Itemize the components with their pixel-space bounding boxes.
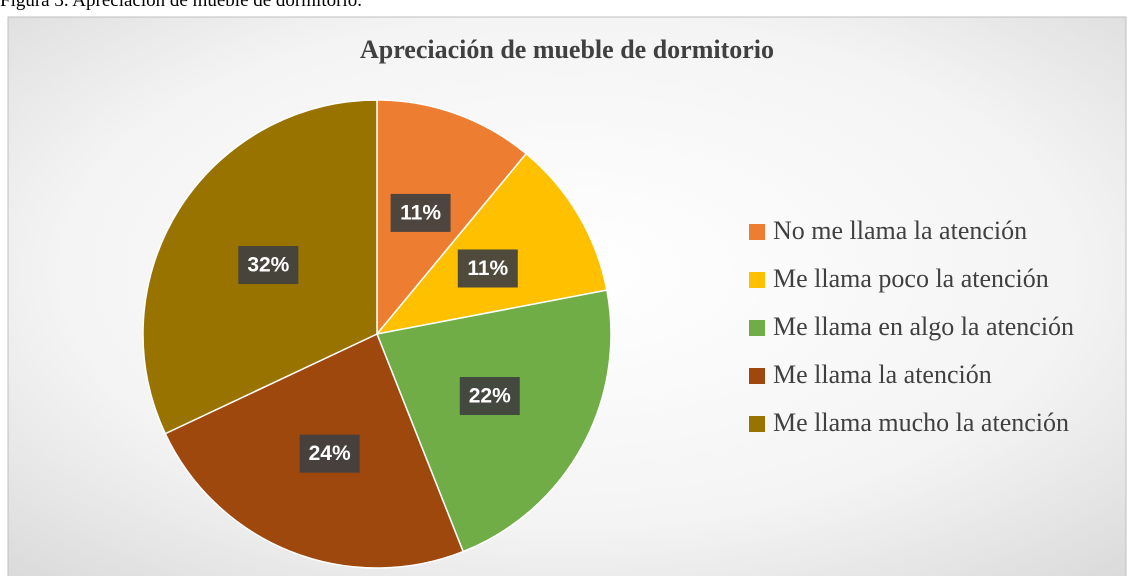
legend-swatch xyxy=(749,416,765,432)
legend-swatch xyxy=(749,368,765,384)
data-label: 24% xyxy=(309,442,351,465)
data-label-box xyxy=(238,246,299,285)
data-label: 11% xyxy=(467,257,508,280)
legend-label: Me llama en algo la atención xyxy=(773,312,1074,341)
pie-slice xyxy=(375,289,612,553)
legend-label: Me llama la atención xyxy=(773,360,992,389)
legend-label: Me llama poco la atención xyxy=(773,264,1049,293)
legend-swatch xyxy=(749,320,765,336)
data-label-box xyxy=(390,193,451,232)
legend-label: No me llama la atención xyxy=(773,216,1027,245)
legend-label: Me llama mucho la atención xyxy=(773,408,1069,437)
data-label-box xyxy=(459,377,520,416)
data-label: 22% xyxy=(469,385,511,408)
legend-swatch xyxy=(749,272,765,288)
figure-caption: Figura 3. Apreciación de mueble de dormi… xyxy=(0,0,362,11)
data-label: 32% xyxy=(247,254,289,277)
data-label-box xyxy=(457,249,518,288)
pie-slice xyxy=(376,99,528,337)
data-label-box xyxy=(299,434,360,473)
chart-title: Apreciación de mueble de dormitorio xyxy=(360,35,774,64)
legend-swatch xyxy=(749,224,765,240)
pie-slice xyxy=(375,152,608,336)
data-label: 11% xyxy=(400,201,441,224)
